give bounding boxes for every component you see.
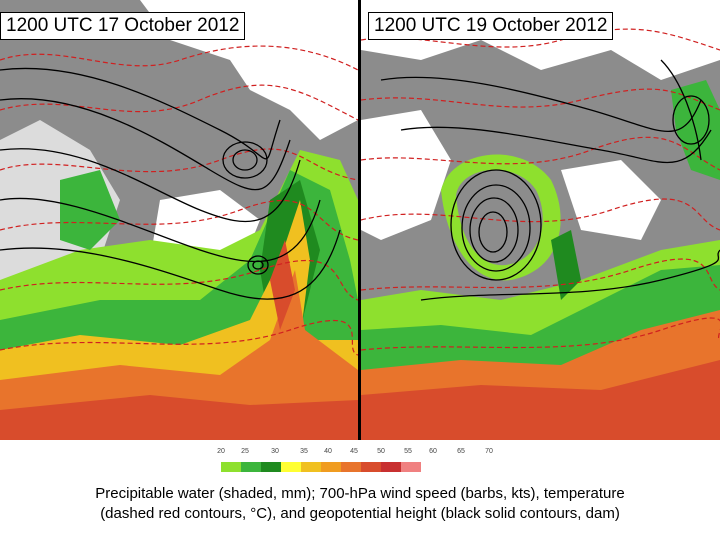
legend-tick: 60 bbox=[429, 448, 437, 455]
legend-swatch bbox=[321, 462, 341, 472]
caption-line-2: (dashed red contours, °C), and geopotent… bbox=[100, 505, 620, 522]
map-left-graphic bbox=[0, 0, 358, 440]
legend-tick: 40 bbox=[324, 448, 332, 455]
panel-title-right: 1200 UTC 19 October 2012 bbox=[368, 12, 614, 40]
legend-swatch bbox=[261, 462, 281, 472]
legend-swatch bbox=[301, 462, 321, 472]
legend-swatch bbox=[401, 462, 421, 472]
legend-swatch bbox=[201, 462, 221, 472]
legend-tick: 45 bbox=[350, 448, 358, 455]
map-panel-right bbox=[361, 0, 720, 440]
legend-tick: 30 bbox=[271, 448, 279, 455]
legend-swatch bbox=[221, 462, 241, 472]
legend-tick: 55 bbox=[404, 448, 412, 455]
legend-tick: 25 bbox=[241, 448, 249, 455]
legend-swatch bbox=[361, 462, 381, 472]
caption-line-1: Precipitable water (shaded, mm); 700-hPa… bbox=[95, 485, 625, 502]
legend-swatch bbox=[241, 462, 261, 472]
precipitable-water-color-bar bbox=[201, 462, 421, 472]
legend-tick: 20 bbox=[217, 448, 225, 455]
legend-tick: 70 bbox=[485, 448, 493, 455]
legend-swatch bbox=[281, 462, 301, 472]
legend-swatch bbox=[341, 462, 361, 472]
map-panel-left bbox=[0, 0, 358, 440]
legend-swatch bbox=[381, 462, 401, 472]
panel-title-left: 1200 UTC 17 October 2012 bbox=[0, 12, 246, 40]
legend-tick-labels: 20 25 30 35 40 45 50 55 60 65 70 bbox=[201, 448, 521, 460]
legend-tick: 65 bbox=[457, 448, 465, 455]
legend-tick: 50 bbox=[377, 448, 385, 455]
panel-divider bbox=[358, 0, 361, 440]
figure-caption: Precipitable water (shaded, mm); 700-hPa… bbox=[0, 484, 720, 524]
map-right-graphic bbox=[361, 0, 720, 440]
legend-tick: 35 bbox=[300, 448, 308, 455]
